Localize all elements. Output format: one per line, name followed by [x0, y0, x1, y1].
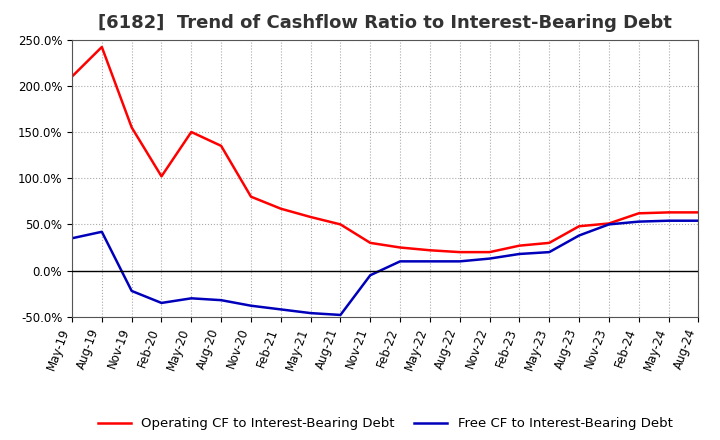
- Free CF to Interest-Bearing Debt: [157, 300, 166, 305]
- Operating CF to Interest-Bearing Debt: [157, 174, 166, 179]
- Operating CF to Interest-Bearing Debt: [665, 210, 673, 215]
- Operating CF to Interest-Bearing Debt: [306, 214, 315, 220]
- Free CF to Interest-Bearing Debt: [68, 235, 76, 241]
- Operating CF to Interest-Bearing Debt: [456, 249, 464, 255]
- Line: Free CF to Interest-Bearing Debt: Free CF to Interest-Bearing Debt: [72, 221, 698, 315]
- Free CF to Interest-Bearing Debt: [97, 229, 106, 235]
- Line: Operating CF to Interest-Bearing Debt: Operating CF to Interest-Bearing Debt: [72, 47, 698, 252]
- Operating CF to Interest-Bearing Debt: [694, 210, 703, 215]
- Free CF to Interest-Bearing Debt: [247, 303, 256, 308]
- Operating CF to Interest-Bearing Debt: [634, 211, 643, 216]
- Operating CF to Interest-Bearing Debt: [575, 224, 583, 229]
- Operating CF to Interest-Bearing Debt: [97, 44, 106, 50]
- Free CF to Interest-Bearing Debt: [426, 259, 434, 264]
- Free CF to Interest-Bearing Debt: [485, 256, 494, 261]
- Free CF to Interest-Bearing Debt: [665, 218, 673, 224]
- Title: [6182]  Trend of Cashflow Ratio to Interest-Bearing Debt: [6182] Trend of Cashflow Ratio to Intere…: [98, 15, 672, 33]
- Operating CF to Interest-Bearing Debt: [485, 249, 494, 255]
- Free CF to Interest-Bearing Debt: [187, 296, 196, 301]
- Free CF to Interest-Bearing Debt: [217, 297, 225, 303]
- Operating CF to Interest-Bearing Debt: [247, 194, 256, 199]
- Free CF to Interest-Bearing Debt: [694, 218, 703, 224]
- Free CF to Interest-Bearing Debt: [306, 311, 315, 316]
- Operating CF to Interest-Bearing Debt: [515, 243, 523, 248]
- Free CF to Interest-Bearing Debt: [366, 272, 374, 278]
- Free CF to Interest-Bearing Debt: [456, 259, 464, 264]
- Free CF to Interest-Bearing Debt: [634, 219, 643, 224]
- Operating CF to Interest-Bearing Debt: [127, 125, 136, 130]
- Operating CF to Interest-Bearing Debt: [396, 245, 405, 250]
- Free CF to Interest-Bearing Debt: [575, 233, 583, 238]
- Free CF to Interest-Bearing Debt: [396, 259, 405, 264]
- Operating CF to Interest-Bearing Debt: [68, 74, 76, 79]
- Free CF to Interest-Bearing Debt: [515, 251, 523, 257]
- Operating CF to Interest-Bearing Debt: [187, 129, 196, 135]
- Free CF to Interest-Bearing Debt: [605, 222, 613, 227]
- Free CF to Interest-Bearing Debt: [336, 312, 345, 318]
- Operating CF to Interest-Bearing Debt: [545, 240, 554, 246]
- Operating CF to Interest-Bearing Debt: [366, 240, 374, 246]
- Operating CF to Interest-Bearing Debt: [605, 221, 613, 226]
- Operating CF to Interest-Bearing Debt: [217, 143, 225, 148]
- Free CF to Interest-Bearing Debt: [127, 288, 136, 293]
- Operating CF to Interest-Bearing Debt: [336, 222, 345, 227]
- Operating CF to Interest-Bearing Debt: [276, 206, 285, 211]
- Legend: Operating CF to Interest-Bearing Debt, Free CF to Interest-Bearing Debt: Operating CF to Interest-Bearing Debt, F…: [92, 412, 678, 436]
- Free CF to Interest-Bearing Debt: [276, 307, 285, 312]
- Operating CF to Interest-Bearing Debt: [426, 248, 434, 253]
- Free CF to Interest-Bearing Debt: [545, 249, 554, 255]
